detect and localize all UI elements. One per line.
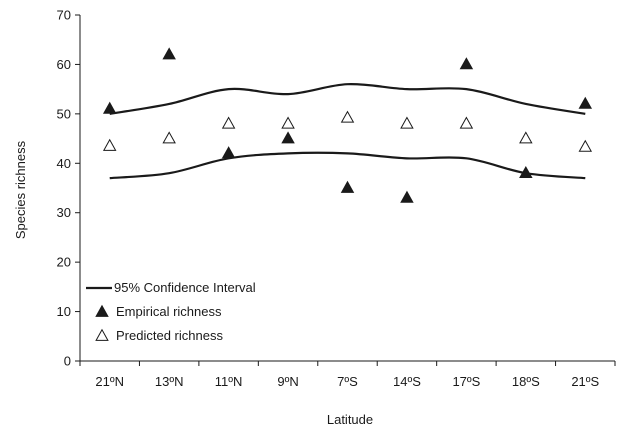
predicted-point	[340, 110, 355, 123]
empirical-point	[162, 47, 176, 60]
x-tick-label: 11ºN	[215, 374, 243, 389]
legend-empirical-swatch	[95, 304, 109, 317]
empirical-point	[221, 146, 236, 159]
y-tick-label: 60	[57, 57, 71, 72]
y-tick-label: 70	[57, 8, 71, 23]
predicted-point	[519, 131, 533, 144]
legend-predicted-label: Predicted richness	[116, 328, 223, 343]
empirical-point	[519, 165, 533, 179]
predicted-richness-series	[102, 110, 593, 152]
y-tick-label: 0	[64, 354, 71, 369]
empirical-point	[400, 190, 414, 203]
predicted-point	[578, 139, 593, 152]
x-axis-title: Latitude	[327, 412, 373, 427]
predicted-point	[221, 116, 236, 129]
x-axis: 21ºN 13ºN 11ºN 9ºN 7ºS 14ºS 17ºS 18ºS 21ºS	[79, 360, 616, 389]
legend-predicted-swatch	[95, 328, 109, 341]
x-tick-label: 7ºS	[337, 374, 358, 389]
predicted-point	[459, 116, 474, 129]
ci-upper-line	[109, 83, 586, 115]
x-tick-label: 18ºS	[512, 374, 540, 389]
empirical-point	[281, 131, 295, 144]
predicted-point	[281, 116, 295, 129]
ci-lower-line	[109, 151, 586, 180]
empirical-richness-series	[102, 47, 593, 203]
x-tick-label: 21ºS	[571, 374, 599, 389]
y-tick-label: 50	[57, 106, 71, 121]
x-tick-label: 17ºS	[452, 374, 480, 389]
empirical-point	[340, 180, 355, 193]
predicted-point	[102, 138, 117, 151]
predicted-point	[400, 116, 414, 129]
legend: 95% Confidence Interval Empirical richnes…	[86, 280, 256, 343]
legend-ci-label: 95% Confidence Interval	[114, 280, 256, 295]
y-tick-label: 20	[57, 255, 71, 270]
empirical-point	[102, 101, 117, 114]
x-tick-label: 14ºS	[393, 374, 421, 389]
predicted-point	[162, 131, 176, 144]
legend-empirical-label: Empirical richness	[116, 304, 222, 319]
y-tick-label: 10	[57, 304, 71, 319]
empirical-point	[459, 57, 474, 70]
x-tick-label: 13ºN	[155, 374, 184, 389]
empirical-point	[578, 96, 593, 109]
x-tick-label: 21ºN	[95, 374, 124, 389]
y-tick-label: 30	[57, 205, 71, 220]
y-axis: 0 10 20 30 40 50 60 70	[57, 8, 81, 369]
y-tick-label: 40	[57, 156, 71, 171]
confidence-interval-lines	[109, 83, 586, 180]
x-tick-label: 9ºN	[277, 374, 298, 389]
y-axis-title: Species richness	[13, 140, 28, 239]
